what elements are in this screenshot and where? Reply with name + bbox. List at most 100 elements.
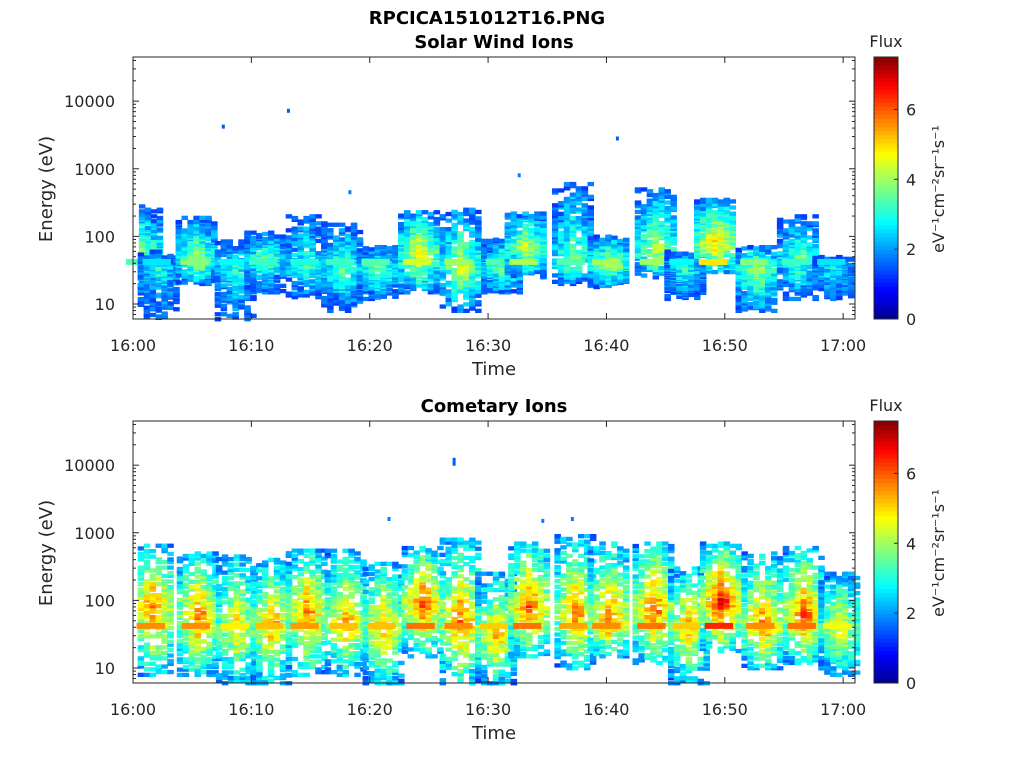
heatmap-cell <box>469 244 476 249</box>
heatmap-cell <box>226 286 233 291</box>
heatmap-cell <box>392 294 399 299</box>
heatmap-cell <box>188 636 196 641</box>
heatmap-cell <box>842 256 849 261</box>
heatmap-cell <box>194 579 201 584</box>
heatmap-cell <box>221 632 229 637</box>
heatmap-cell <box>569 252 577 257</box>
heatmap-cell <box>688 252 695 257</box>
heatmap-cell <box>587 282 594 287</box>
heatmap-cell <box>338 295 346 301</box>
heatmap-cell <box>221 570 229 575</box>
heatmap-cell <box>167 595 174 601</box>
heatmap-cell <box>658 194 665 199</box>
heatmap-cell <box>182 636 190 641</box>
heatmap-cell <box>143 634 151 639</box>
heatmap-cell <box>569 254 577 259</box>
heatmap-cell <box>137 648 145 653</box>
heatmap-cell <box>182 659 190 665</box>
heatmap-cell <box>404 280 411 285</box>
heatmap-cell <box>167 634 174 639</box>
heatmap-cell <box>705 230 713 235</box>
heatmap-cell <box>699 202 707 207</box>
heatmap-cell <box>279 283 287 288</box>
heatmap-cell <box>215 584 223 589</box>
heatmap-cell <box>540 222 547 227</box>
heatmap-cell <box>688 256 695 261</box>
heatmap-cell <box>161 305 168 310</box>
heatmap-cell <box>439 304 447 309</box>
heatmap-cell <box>516 272 523 277</box>
heatmap-cell <box>457 285 464 290</box>
heatmap-cell <box>138 204 146 209</box>
heatmap-cell <box>167 612 174 617</box>
heatmap-cell <box>309 279 316 284</box>
heatmap-cell <box>800 244 808 249</box>
heatmap-cell <box>599 250 606 255</box>
heatmap-cell <box>581 209 589 214</box>
heatmap-cell <box>350 222 358 227</box>
colorbar-swatch <box>874 102 898 107</box>
heatmap-cell <box>187 219 194 225</box>
heatmap-cell <box>782 272 790 277</box>
heatmap-cell <box>765 296 772 301</box>
heatmap-cell <box>221 670 229 675</box>
heatmap-cell <box>451 252 458 258</box>
heatmap-cell <box>188 600 196 605</box>
heatmap-cell <box>155 645 162 650</box>
heatmap-cell <box>475 308 482 313</box>
heatmap-cell <box>699 206 707 212</box>
heatmap-cell <box>368 270 375 275</box>
heatmap-cell <box>362 252 370 257</box>
heatmap-cell <box>238 273 245 278</box>
heatmap-cell <box>321 242 328 248</box>
heatmap-cell <box>605 265 612 270</box>
heatmap-cell <box>492 246 500 251</box>
heatmap-cell <box>155 576 162 581</box>
heatmap-cell <box>788 273 796 279</box>
heatmap-cell <box>528 222 535 227</box>
heatmap-cell <box>522 227 529 232</box>
heatmap-cell <box>623 237 630 242</box>
heatmap-cell <box>753 268 760 273</box>
heatmap-cell <box>215 654 223 659</box>
heatmap-cell <box>173 291 180 296</box>
heatmap-cell <box>451 248 458 253</box>
heatmap-cell <box>386 276 393 282</box>
x-tick-label: 16:40 <box>583 336 629 355</box>
heatmap-cell <box>221 662 229 667</box>
heatmap-cell <box>251 589 258 594</box>
heatmap-cell <box>181 228 188 233</box>
heatmap-cell <box>137 672 145 677</box>
heatmap-cell <box>356 299 364 304</box>
heatmap-cell <box>232 254 239 259</box>
heatmap-cell <box>161 299 168 305</box>
heatmap-cell <box>510 238 518 243</box>
heatmap-cell <box>155 543 162 548</box>
heatmap-cell <box>175 225 183 230</box>
heatmap-cell <box>534 214 541 219</box>
heatmap-cell <box>327 301 334 306</box>
heatmap-cell <box>338 277 346 282</box>
heatmap-cell <box>634 215 642 220</box>
heatmap-cell <box>741 291 748 296</box>
heatmap-cell <box>421 276 429 281</box>
heatmap-cell <box>509 258 538 265</box>
heatmap-cell <box>244 275 251 281</box>
heatmap-cell <box>782 275 790 280</box>
heatmap-cell <box>699 284 707 289</box>
heatmap-cell <box>137 593 145 598</box>
heatmap-cell <box>161 595 168 601</box>
heatmap-cell <box>182 595 190 600</box>
heatmap-cell <box>262 231 269 237</box>
heatmap-cell <box>155 664 162 669</box>
heatmap-cell <box>753 282 760 288</box>
heatmap-cell <box>623 277 630 282</box>
heatmap-cell <box>759 296 766 301</box>
heatmap-cell <box>356 295 364 301</box>
heatmap-cell <box>421 264 429 269</box>
heatmap-cell <box>188 639 196 644</box>
heatmap-cell <box>664 206 671 211</box>
heatmap-cell <box>847 280 855 285</box>
